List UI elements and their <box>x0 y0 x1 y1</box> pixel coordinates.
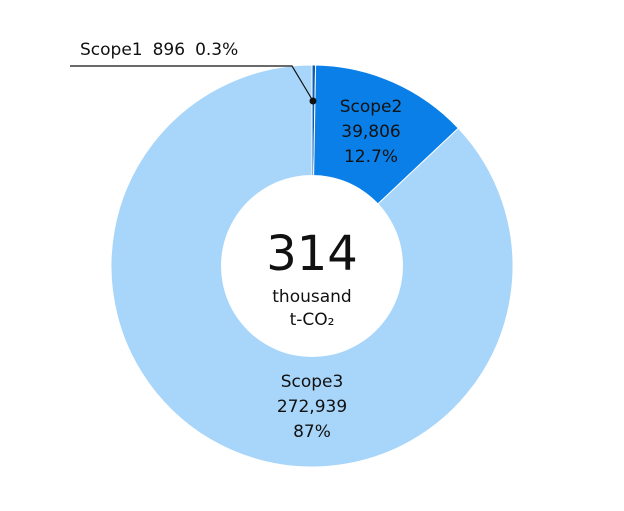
category-label: Scope2 <box>340 97 403 117</box>
percentage-label: 12.7% <box>344 147 398 167</box>
total-substance: t-CO₂ <box>290 310 335 330</box>
total-unit: thousand <box>272 287 351 307</box>
category-label: Scope1 <box>80 40 143 60</box>
leader-line <box>70 65 314 102</box>
leader-dot <box>309 97 317 105</box>
value-label: 39,806 <box>341 122 400 142</box>
percentage-label: 87% <box>293 422 331 442</box>
slice-label: Scope1 896 0.3% <box>80 40 238 60</box>
donut-hole <box>221 175 403 357</box>
total-value: 314 <box>266 226 358 282</box>
percentage-label: 0.3% <box>195 40 238 60</box>
value-label: 896 <box>153 40 185 60</box>
value-label: 272,939 <box>277 397 347 417</box>
category-label: Scope3 <box>281 372 344 392</box>
